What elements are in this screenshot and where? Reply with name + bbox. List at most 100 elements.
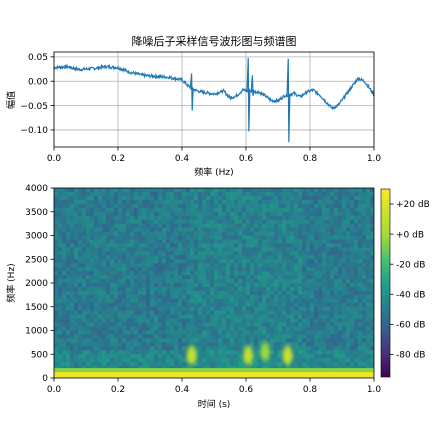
spectrogram-cell (146, 334, 151, 339)
colorbar-tick-label: -20 dB (396, 260, 425, 270)
spectrogram-cell (106, 247, 111, 252)
spectrogram-cell (98, 239, 103, 244)
spectrogram-cell (190, 211, 195, 217)
spectrogram-cell (290, 346, 295, 351)
spectrogram-cell (166, 195, 171, 201)
spectrogram-cell (82, 263, 87, 268)
spectrogram-cell (354, 255, 359, 260)
spectrogram-cell (186, 322, 191, 327)
spectrogram-cell (82, 243, 87, 248)
spectrogram-cell (258, 271, 263, 276)
spectrogram-cell (234, 334, 239, 339)
spectrogram-cell (282, 203, 287, 209)
spectrogram-cell (82, 346, 87, 351)
spectrogram-y-tick-label: 1000 (25, 327, 48, 337)
spectrogram-cell (154, 283, 159, 288)
spectrogram-cell (366, 314, 371, 320)
spectrogram-cell (174, 207, 179, 213)
spectrogram-cell (302, 251, 307, 256)
spectrogram-cell (150, 215, 155, 221)
spectrogram-cell (214, 306, 219, 312)
spectrogram-cell (54, 199, 59, 205)
spectrogram-cell (194, 207, 199, 213)
spectrogram-cell (194, 239, 199, 244)
spectrogram-cell (78, 294, 83, 300)
spectrogram-cell (162, 191, 167, 197)
spectrogram-cell (322, 227, 327, 232)
spectrogram-cell (278, 188, 283, 193)
spectrogram-cell (298, 199, 303, 205)
spectrogram-cell (70, 195, 75, 201)
spectrogram-cell (122, 362, 127, 367)
spectrogram-cell (166, 306, 171, 312)
spectrogram-cell (186, 330, 191, 335)
spectrogram-cell (338, 267, 343, 272)
spectrogram-cell (190, 227, 195, 232)
spectrogram-cell (58, 271, 63, 276)
spectrogram-cell (82, 326, 87, 331)
spectrogram-cell (166, 294, 171, 300)
spectrogram-cell (94, 255, 99, 260)
spectrogram-cell (102, 188, 107, 193)
spectrogram-cell (126, 338, 131, 343)
spectrogram-cell (234, 199, 239, 205)
spectrogram-cell (246, 338, 251, 343)
spectrogram-cell (350, 342, 355, 347)
spectrogram-cell (126, 350, 131, 355)
spectrogram-cell (326, 286, 331, 292)
spectrogram-cell (142, 314, 147, 320)
spectrogram-cell (170, 231, 175, 236)
spectrogram-cell (366, 271, 371, 276)
spectrogram-cell (170, 267, 175, 272)
spectrogram-cell (130, 330, 135, 335)
spectrogram-cell (138, 302, 143, 308)
spectrogram-cell (286, 302, 291, 308)
spectrogram-cell (290, 306, 295, 312)
spectrogram-cell (294, 275, 299, 280)
spectrogram-cell (82, 203, 87, 209)
spectrogram-cell (238, 346, 243, 351)
spectrogram-cell (274, 191, 279, 197)
spectrogram-cell (154, 338, 159, 343)
spectrogram-cell (174, 267, 179, 272)
spectrogram-cell (274, 330, 279, 335)
spectrogram-cell (202, 279, 207, 284)
spectrogram-cell (306, 255, 311, 260)
spectrogram-cell (354, 271, 359, 276)
spectrogram-cell (162, 219, 167, 225)
spectrogram-cell (294, 362, 299, 367)
spectrogram-cell (138, 203, 143, 209)
spectrogram-cell (210, 294, 215, 300)
spectrogram-cell (122, 195, 127, 201)
spectrogram-cell (190, 267, 195, 272)
spectrogram-cell (118, 350, 123, 355)
spectrogram-cell (78, 191, 83, 197)
spectrogram-cell (174, 342, 179, 347)
spectrogram-cell (98, 195, 103, 201)
spectrogram-cell (226, 227, 231, 232)
spectrogram-cell (274, 219, 279, 225)
spectrogram-cell (246, 203, 251, 209)
spectrogram-cell (330, 350, 335, 355)
spectrogram-cell (170, 358, 175, 363)
spectrogram-cell (334, 290, 339, 296)
spectrogram-cell (182, 251, 187, 256)
spectrogram-cell (194, 298, 199, 304)
spectrogram-cell (354, 191, 359, 197)
spectrogram-cell (86, 326, 91, 331)
spectrogram-cell (342, 263, 347, 268)
spectrogram-cell (350, 271, 355, 276)
spectrogram-cell (262, 211, 267, 217)
spectrogram-cell (326, 306, 331, 312)
spectrogram-cell (362, 267, 367, 272)
spectrogram-cell (86, 275, 91, 280)
spectrogram-cell (58, 279, 63, 284)
spectrogram-cell (366, 251, 371, 256)
spectrogram-cell (254, 338, 259, 343)
spectrogram-cell (126, 283, 131, 288)
spectrogram-cell (138, 235, 143, 240)
spectrogram-cell (78, 263, 83, 268)
spectrogram-cell (154, 334, 159, 339)
spectrogram-cell (242, 231, 247, 236)
spectrogram-cell (370, 247, 374, 252)
